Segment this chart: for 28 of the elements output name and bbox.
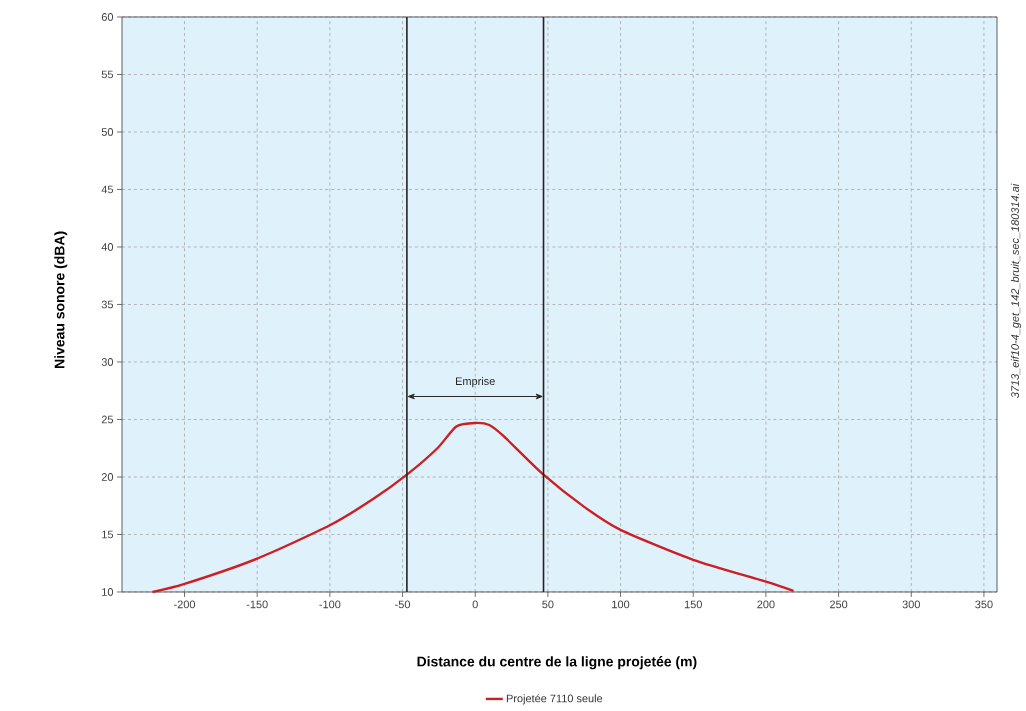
- y-tick-label: 20: [101, 473, 114, 481]
- y-tick-label: 60: [101, 13, 114, 21]
- x-tick-label: 50: [542, 600, 554, 609]
- x-tick-label: 0: [472, 600, 478, 609]
- y-tick-label: 35: [101, 300, 114, 309]
- x-tick-label: 350: [975, 600, 993, 609]
- x-tick-label: -50: [395, 600, 411, 609]
- legend-label: Projetée 7110 seule: [506, 694, 603, 705]
- y-axis-title: Niveau sonore (dBA): [54, 231, 68, 368]
- y-tick-label: 15: [102, 530, 114, 539]
- y-tick-label: 45: [101, 185, 114, 194]
- x-tick-label: 200: [757, 600, 775, 609]
- annotation: Emprise: [456, 377, 495, 388]
- line-series: [151, 421, 795, 594]
- y-tick-label: 30: [101, 358, 114, 366]
- x-tick-label: -200: [174, 600, 196, 609]
- y-tick-label: 40: [101, 243, 114, 251]
- x-axis-title: Distance du centre de la ligne projetée (m): [417, 656, 697, 670]
- x-tick-label: 250: [829, 600, 848, 609]
- x-tick-label: -150: [246, 600, 268, 609]
- x-tick-label: 100: [612, 600, 630, 609]
- y-tick-label: 50: [101, 128, 114, 136]
- x-tick-label: -100: [319, 600, 341, 609]
- y-tick-label: 25: [101, 415, 114, 424]
- y-tick-label: 55: [101, 70, 114, 79]
- x-tick-label: 300: [902, 600, 920, 609]
- y-tick-label: 10: [102, 588, 114, 596]
- x-tick-label: 150: [684, 600, 702, 609]
